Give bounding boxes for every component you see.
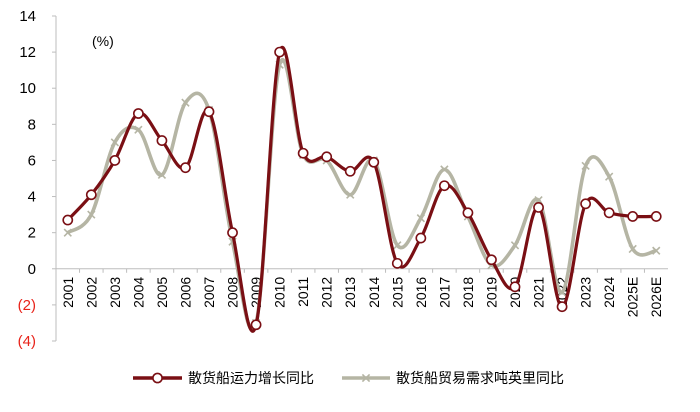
legend-item-2: 散货船贸易需求吨英里同比 [342, 370, 564, 387]
series-1-point [62, 214, 74, 226]
legend-label: 散货船贸易需求吨英里同比 [396, 370, 564, 387]
x-tick-label: 2007 [201, 277, 217, 308]
series-1-point [180, 162, 191, 174]
legend-item-1: 散货船运力增长同比 [133, 370, 314, 387]
x-tick-label: 2004 [130, 277, 146, 308]
series-2-point [181, 98, 190, 107]
x-tick-label: 2002 [83, 277, 99, 308]
series-1-point [556, 301, 568, 313]
series-2-point [110, 138, 120, 147]
x-tick-label: 2006 [177, 277, 193, 308]
series-1-point [462, 207, 474, 219]
series-2-point [557, 288, 567, 297]
y-tick-label: (4) [18, 333, 36, 350]
x-tick-label: 2005 [154, 277, 170, 308]
x-tick-label: 2003 [107, 277, 123, 308]
series-2-point [628, 244, 637, 254]
legend: 散货船运力增长同比 散货船贸易需求吨英里同比 [133, 370, 564, 387]
series-1-point [274, 46, 286, 58]
series-2-point [440, 165, 449, 174]
series-2-point [63, 228, 72, 237]
x-tick-label: 2024 [601, 277, 617, 308]
legend-marker [152, 372, 163, 384]
series-2-point [604, 172, 614, 181]
series-2-point [134, 125, 143, 134]
series-2-point [346, 190, 355, 199]
series-1-point [486, 254, 497, 266]
x-tick-label: 2010 [272, 277, 288, 308]
series-1-point [109, 155, 121, 166]
series-1-point [297, 147, 309, 159]
x-tick-label: 2014 [366, 277, 382, 308]
x-tick-label: 2011 [295, 277, 311, 307]
x-tick-label: 2021 [531, 277, 547, 308]
y-axis-ticks: 14 12 10 8 6 4 2 0 (2) (4) [18, 8, 56, 350]
unit-label: (%) [92, 33, 114, 49]
x-tick-label: 2013 [342, 277, 358, 308]
y-tick-label: 12 [19, 44, 36, 61]
x-tick-label: 2016 [413, 277, 429, 308]
series-2-point [510, 241, 520, 250]
x-tick-label: 2015 [389, 277, 405, 308]
series-1-point [344, 165, 356, 177]
series-1-point [203, 106, 215, 118]
series-1-point [627, 211, 639, 222]
x-tick-label: 2019 [483, 277, 499, 308]
series-1-point [391, 257, 403, 269]
x-tick-label: 2020 [507, 277, 523, 308]
series-2-point [652, 246, 661, 255]
series-2-point [581, 161, 590, 171]
series-1-point [321, 151, 333, 163]
series-1-point [227, 227, 238, 239]
x-axis-ticks: 2001 2002 2003 2004 2005 2006 2007 2008 2009 2010… [55, 268, 664, 317]
series-1-point [250, 319, 262, 331]
series-1-point [580, 198, 592, 210]
x-tick-label: 2012 [319, 277, 335, 308]
x-tick-label: 2008 [225, 277, 241, 308]
series-2-point [157, 170, 167, 180]
series-1 [62, 46, 662, 333]
series-2-point [393, 241, 402, 250]
y-tick-label: 0 [28, 261, 36, 278]
series-layer [62, 46, 662, 333]
series-1-point [650, 211, 662, 222]
y-tick-label: (2) [18, 297, 36, 314]
series-1-point [156, 135, 168, 146]
series-1-point [533, 201, 544, 213]
series-1-point [509, 281, 521, 293]
legend-label: 散货船运力增长同比 [188, 370, 314, 387]
y-tick-label: 10 [19, 80, 36, 97]
series-1-point [132, 108, 144, 119]
y-tick-label: 14 [19, 8, 36, 25]
series-1-point [415, 232, 427, 244]
y-tick-label: 4 [28, 189, 36, 206]
legend-marker [361, 373, 371, 383]
series-1-point [85, 189, 97, 201]
x-tick-label: 2001 [60, 277, 76, 308]
y-tick-label: 8 [28, 116, 36, 133]
x-tick-label: 2025E [625, 277, 641, 317]
series-1-point [368, 156, 380, 168]
x-tick-label: 2026E [648, 277, 664, 317]
y-tick-label: 6 [28, 152, 36, 169]
series-1-point [603, 207, 615, 219]
series-1-point [438, 180, 450, 192]
y-tick-label: 2 [28, 225, 36, 242]
x-tick-label: 2023 [578, 277, 594, 308]
series-2-point [416, 214, 426, 223]
x-tick-label: 2018 [460, 277, 476, 308]
x-tick-label: 2017 [436, 277, 452, 308]
series-2-point [87, 210, 96, 219]
